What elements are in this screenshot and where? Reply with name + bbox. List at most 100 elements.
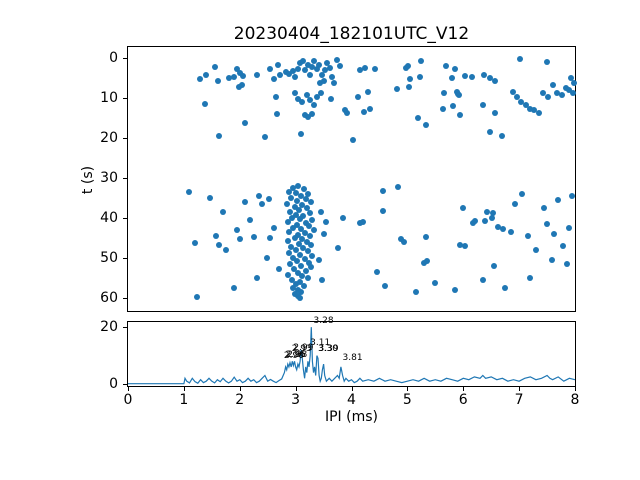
scatter-point [440,105,447,112]
scatter-point [490,262,497,269]
peak-annotation: 3.28 [313,316,334,327]
hist-ytick-label: 20 [100,319,118,336]
scatter-point [295,240,302,247]
scatter-point [543,58,550,65]
scatter-point [568,75,575,82]
scatter-point [231,284,238,291]
peak-annotation: 3.30 [317,344,339,355]
scatter-point [494,223,501,230]
tick-mark [351,387,353,391]
ipi-histogram-line [128,327,575,385]
x-tick-label: 3 [291,392,301,408]
scatter-point [293,222,300,229]
scatter-point [313,93,320,100]
scatter-point [254,71,261,78]
scatter-point [404,63,411,70]
scatter-point [309,216,316,223]
scatter-point [566,224,573,231]
scatter-point [522,101,529,108]
scatter-point [292,246,299,253]
x-tick-label: 7 [514,392,524,408]
scatter-point [311,58,318,65]
scatter-point [451,66,458,73]
tick-mark [519,387,521,391]
scatter-point [285,188,292,195]
scatter-point [509,88,516,95]
scatter-point [233,226,240,233]
scatter-point [302,112,309,119]
scatter-point [511,200,518,207]
scatter-point [285,218,292,225]
scatter-point [300,244,307,251]
scatter-point [301,186,307,193]
scatter-point [448,75,455,82]
scatter-point [316,62,323,69]
raster-ytick-label: 20 [100,130,118,147]
scatter-point [530,107,537,114]
scatter-point [360,108,367,115]
tick-mark [123,178,127,179]
scatter-point [219,208,226,215]
scatter-point [289,68,296,75]
raster-ytick-label: 40 [100,209,118,226]
scatter-point [422,234,429,241]
scatter-point [412,288,419,295]
scatter-point [319,276,326,283]
peak-annotation: 3.39 [318,343,339,354]
scatter-point [535,110,542,117]
scatter-point [266,65,273,72]
scatter-point [231,73,238,80]
scatter-point [524,232,531,239]
tick-mark [183,387,185,391]
scatter-point [544,93,551,100]
raster-ytick-label: 50 [100,249,118,266]
peak-annotation: 3.11 [310,338,331,349]
scatter-point [287,260,294,267]
scatter-point [569,192,576,199]
scatter-point [311,102,318,109]
tick-mark [575,387,576,391]
peak-annotation: 3.81 [342,353,363,364]
scatter-point [365,88,372,95]
scatter-point [292,190,299,197]
tick-mark [123,384,127,385]
scatter-point [334,244,341,251]
scatter-point [397,236,404,243]
scatter-point [380,187,387,194]
scatter-point [295,270,302,277]
scatter-point [544,220,551,227]
scatter-point [201,101,208,108]
scatter-point [571,79,578,86]
scatter-point [285,250,292,257]
scatter-point [548,256,555,263]
scatter-point [456,112,463,119]
scatter-point [326,64,333,71]
scatter-point [298,192,305,199]
scatter-point [306,210,313,217]
scatter-point [286,228,293,235]
scatter-point [526,106,533,113]
scatter-point [290,266,297,273]
scatter-point [285,70,292,77]
scatter-point [290,224,297,231]
scatter-point [297,131,304,138]
scatter-point [328,73,335,80]
scatter-point [303,92,310,99]
scatter-point [193,293,200,300]
scatter-point [256,192,263,199]
scatter-point [265,195,272,202]
scatter-point [297,278,304,285]
scatter-point [327,95,334,102]
scatter-point [297,251,304,258]
scatter-point [558,92,565,99]
scatter-point [559,242,566,249]
peak-annotation: 2.98 [287,349,308,360]
scatter-point [301,282,307,289]
scatter-point [192,240,199,247]
scatter-point [489,215,496,222]
scatter-point [290,284,297,291]
scatter-point [423,122,430,129]
scatter-point [306,259,313,266]
scatter-point [569,89,576,96]
scatter-point [275,266,282,273]
